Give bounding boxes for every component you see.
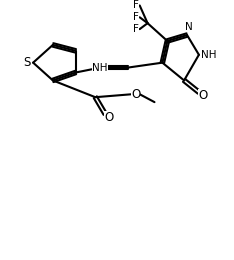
Text: F: F xyxy=(133,1,139,10)
Text: O: O xyxy=(105,112,114,125)
Text: S: S xyxy=(24,56,31,69)
Text: O: O xyxy=(198,89,208,102)
Text: F: F xyxy=(133,12,139,22)
Text: NH: NH xyxy=(201,50,216,60)
Text: F: F xyxy=(133,24,139,34)
Text: NH: NH xyxy=(92,63,108,73)
Text: O: O xyxy=(131,88,140,101)
Text: N: N xyxy=(185,22,193,32)
